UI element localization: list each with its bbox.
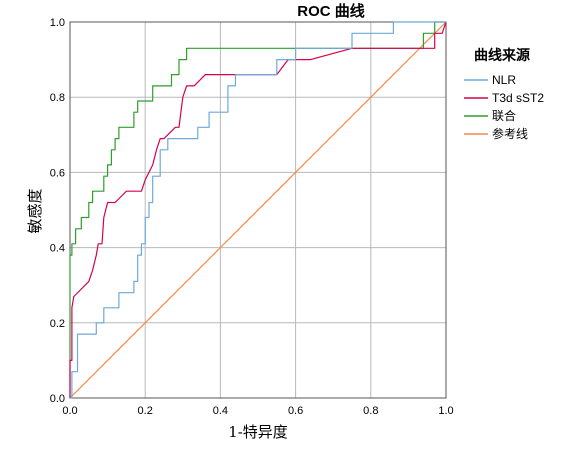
plot-frame [69, 21, 447, 399]
x-tick-label: 1.0 [438, 405, 453, 417]
grid-lines [70, 22, 446, 398]
y-tick-label: 0.6 [50, 167, 65, 179]
x-axis-title: 1-特异度 [228, 423, 288, 441]
x-tick-label: 0.6 [288, 405, 303, 417]
legend-label: NLR [492, 73, 516, 87]
tick-labels: 0.0 0.2 0.4 0.6 0.8 1.0 0.0 0.2 0.4 0.6 0.8 1.0 [50, 17, 454, 417]
chart-title: ROC 曲线 [297, 2, 365, 20]
x-tick-label: 0.8 [363, 405, 378, 417]
series-line-参考线 [69, 21, 447, 399]
y-tick-label: 1.0 [50, 17, 65, 29]
series-layer [69, 21, 447, 399]
legend-title: 曲线来源 [474, 47, 530, 64]
y-tick-label: 0.8 [50, 92, 65, 104]
y-axis-title: 敏感度 [26, 188, 44, 233]
series-line-联合 [69, 21, 446, 398]
legend-label: T3d sST2 [492, 91, 544, 105]
y-tick-label: 0.0 [50, 393, 65, 405]
x-tick-label: 0.2 [138, 405, 153, 417]
series-line-nlr [70, 21, 446, 399]
x-tick-label: 0.4 [213, 405, 228, 417]
x-tick-label: 0.0 [62, 405, 77, 417]
legend-label: 联合 [492, 108, 516, 123]
y-tick-label: 0.4 [50, 243, 65, 255]
y-tick-label: 0.2 [50, 318, 65, 330]
legend-label: 参考线 [492, 126, 528, 141]
